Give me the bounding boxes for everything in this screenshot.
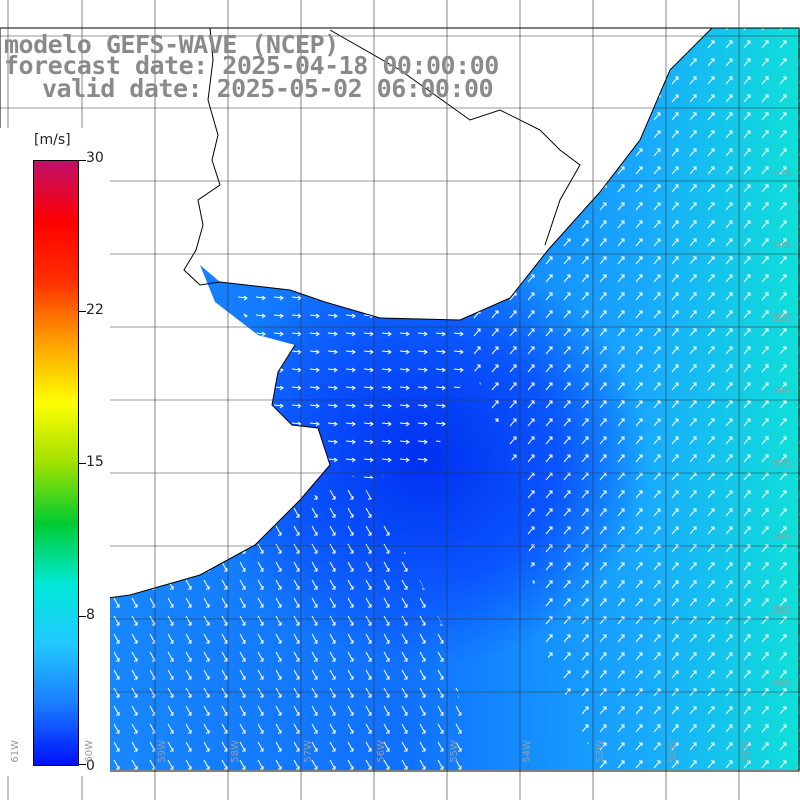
lat-label-34s: 34S <box>772 240 792 251</box>
lon-label-61w: 61W <box>10 740 21 763</box>
lat-label-33s: 33S <box>772 168 792 179</box>
map-frame <box>0 27 800 772</box>
map-title: modelo GEFS-WAVE (NCEP) <box>4 30 339 59</box>
lat-label-39s: 39S <box>772 605 792 616</box>
colorbar-unit: [m/s] <box>34 132 71 148</box>
colorbar-tick-22: 22 <box>86 302 104 318</box>
lon-label-52w: 52W <box>668 740 679 763</box>
lat-label-40s: 40S <box>772 678 792 689</box>
colorbar-legend: [m/s] 30 22 15 8 0 <box>0 128 110 776</box>
lon-label-58w: 58W <box>230 740 241 763</box>
colorbar-tick-8: 8 <box>86 607 95 623</box>
lon-label-56w: 56W <box>376 740 387 763</box>
lon-label-60w: 60W <box>84 740 95 763</box>
river-border <box>329 29 581 246</box>
colorbar <box>33 160 79 766</box>
lon-label-54w: 54W <box>522 740 533 763</box>
lon-label-57w: 57W <box>303 740 314 763</box>
lat-label-37s: 37S <box>772 459 792 470</box>
valid-date: valid date: 2025-05-02 06:00:00 <box>42 74 494 103</box>
colorbar-tick-15: 15 <box>86 454 104 470</box>
coastline <box>183 27 713 321</box>
lon-label-59w: 59W <box>157 740 168 763</box>
colorbar-tick-0: 0 <box>86 758 95 774</box>
coastline-south <box>0 344 331 626</box>
lat-label-35s: 35S <box>772 313 792 324</box>
forecast-date: forecast date: 2025-04-18 00:00:00 <box>4 51 499 80</box>
lon-label-51w: 51W <box>741 740 752 763</box>
lon-label-55w: 55W <box>449 740 460 763</box>
lon-label-53w: 53W <box>595 740 606 763</box>
colorbar-tick-30: 30 <box>86 150 104 166</box>
lat-label-38s: 38S <box>772 532 792 543</box>
lat-label-36s: 36S <box>772 386 792 397</box>
wind-arrows <box>0 28 800 770</box>
